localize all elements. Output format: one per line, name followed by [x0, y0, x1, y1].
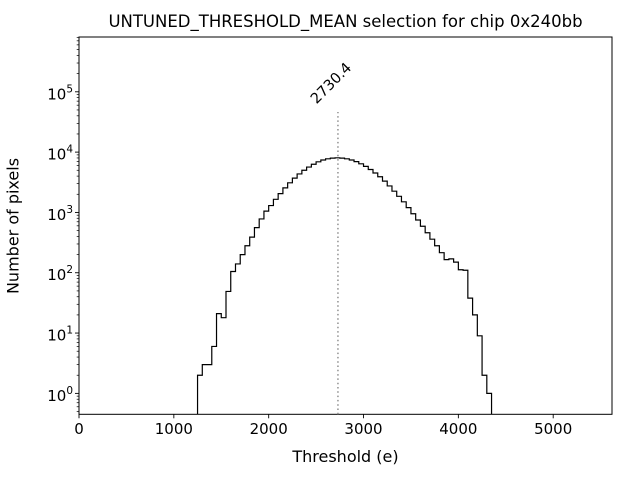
x-tick-label: 0 [74, 420, 84, 438]
y-axis-label: Number of pixels [4, 158, 23, 294]
x-tick-label: 3000 [344, 420, 382, 438]
x-tick-label: 5000 [534, 420, 572, 438]
y-tick-label: 105 [47, 83, 73, 103]
y-tick-label: 101 [47, 325, 73, 345]
chart-title: UNTUNED_THRESHOLD_MEAN selection for chi… [108, 12, 582, 32]
histogram-line [196, 157, 493, 415]
y-tick-label: 100 [47, 385, 73, 405]
x-tick-label: 1000 [155, 420, 193, 438]
x-tick-label: 4000 [439, 420, 477, 438]
y-tick-label: 102 [47, 264, 73, 284]
y-tick-label: 104 [47, 144, 73, 164]
x-axis-label: Threshold (e) [291, 447, 398, 466]
y-tick-label: 103 [47, 204, 73, 224]
x-tick-label: 2000 [250, 420, 288, 438]
